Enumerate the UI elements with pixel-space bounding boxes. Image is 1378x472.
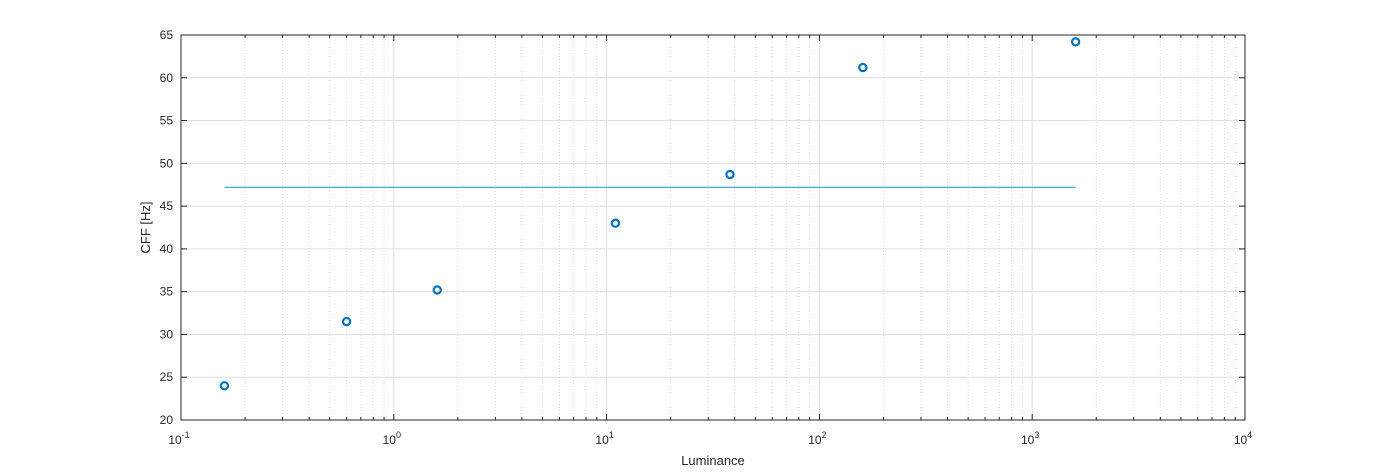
axes: 10-1 100 101 102 103 104 20 25 30 35 40 45 50 55 60 65 — [160, 28, 1253, 447]
x-tick-label: 104 — [1234, 430, 1252, 447]
x-tick-label: 100 — [383, 430, 401, 447]
y-tick-label: 30 — [160, 327, 174, 341]
x-tick-label: 101 — [595, 430, 613, 447]
y-tick-label: 55 — [160, 114, 174, 128]
data-point — [725, 169, 735, 180]
data-point — [858, 62, 868, 73]
y-tick-label: 25 — [160, 370, 174, 384]
x-tick-label: 103 — [1021, 430, 1039, 447]
data-point — [341, 316, 352, 327]
x-tick-label: 10-1 — [168, 430, 189, 447]
y-tick-label: 60 — [160, 71, 174, 85]
y-tick-label: 35 — [160, 285, 174, 299]
axes-box — [180, 34, 1246, 421]
y-axis-label: CFF [Hz] — [138, 202, 153, 254]
data-point — [1070, 37, 1081, 47]
y-tick-label: 65 — [160, 28, 174, 42]
x-axis-label: Luminance — [681, 453, 745, 468]
data-point — [432, 285, 442, 295]
x-tick-label: 102 — [808, 430, 826, 447]
y-tick-label: 45 — [160, 199, 174, 213]
data-point — [219, 381, 230, 391]
y-tick-label: 20 — [160, 413, 174, 427]
data-point — [610, 218, 621, 228]
plot-area — [219, 37, 1081, 391]
y-tick-label: 40 — [160, 242, 174, 256]
y-tick-label: 50 — [160, 156, 174, 170]
